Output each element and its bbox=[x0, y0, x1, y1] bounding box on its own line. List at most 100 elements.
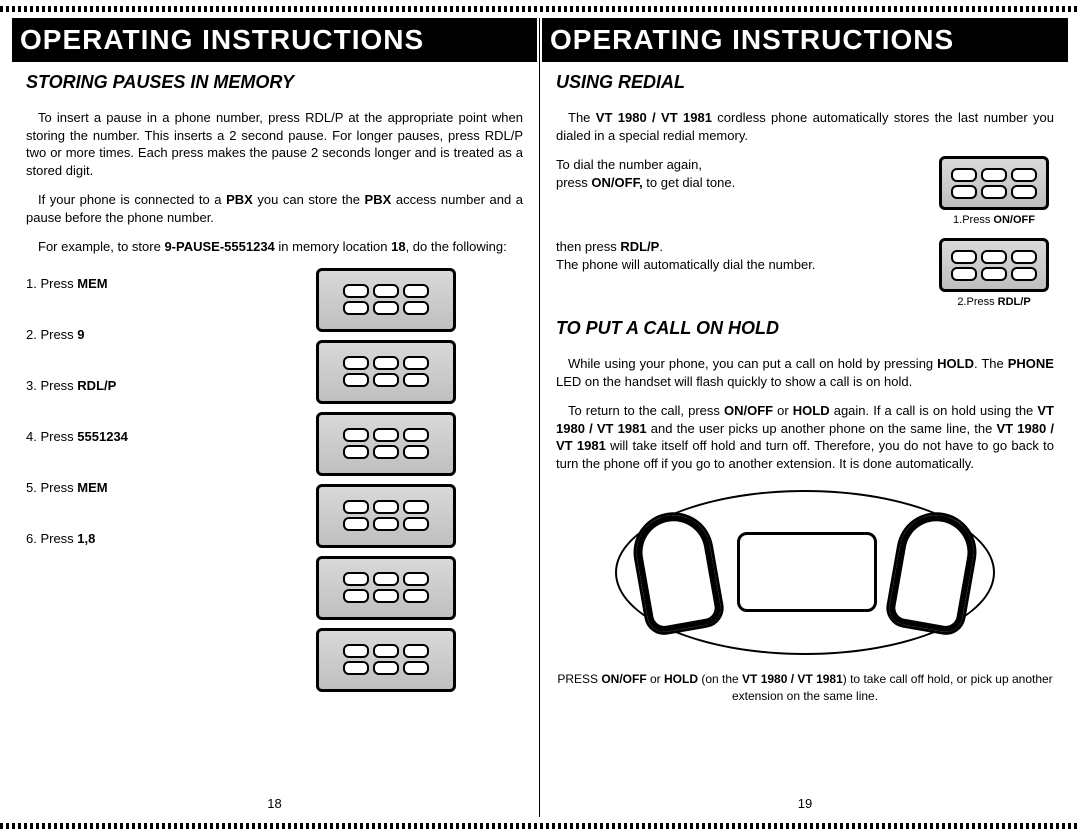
banner-right: OPERATING INSTRUCTIONS bbox=[542, 18, 1068, 62]
caption-2: 2.Press RDL/P bbox=[957, 296, 1030, 308]
banner-left: OPERATING INSTRUCTIONS bbox=[12, 18, 537, 62]
rdlp-key: RDL/P bbox=[998, 296, 1031, 308]
para-hold-1: While using your phone, you can put a ca… bbox=[556, 355, 1054, 390]
text: PRESS bbox=[557, 672, 601, 686]
keypad-illustration bbox=[316, 484, 456, 548]
step-4: 4. Press 5551234 bbox=[26, 429, 235, 444]
rdlp-key: RDL/P bbox=[620, 239, 659, 254]
step-3: 3. Press RDL/P bbox=[26, 378, 235, 393]
section-title-hold: TO PUT A CALL ON HOLD bbox=[556, 318, 1054, 339]
step-key: MEM bbox=[77, 480, 107, 495]
text: To return to the call, press bbox=[568, 403, 724, 418]
redial-step-2: then press RDL/P. The phone will automat… bbox=[556, 238, 1054, 308]
keypad-illustration bbox=[316, 412, 456, 476]
text: To dial the number again, bbox=[556, 156, 924, 174]
keypad-illustration bbox=[316, 556, 456, 620]
text: again. If a call is on hold using the bbox=[830, 403, 1038, 418]
text: While using your phone, you can put a ca… bbox=[568, 356, 937, 371]
text: or bbox=[773, 403, 793, 418]
right-page: OPERATING INSTRUCTIONS USING REDIAL The … bbox=[540, 18, 1070, 817]
para-redial-intro: The VT 1980 / VT 1981 cordless phone aut… bbox=[556, 109, 1054, 144]
step-pre: 1. Press bbox=[26, 276, 77, 291]
text: press ON/OFF, to get dial tone. bbox=[556, 174, 924, 192]
text: (on the bbox=[698, 672, 742, 686]
step-pre: 6. Press bbox=[26, 531, 77, 546]
onoff-key: ON/OFF bbox=[724, 403, 773, 418]
section-title-redial: USING REDIAL bbox=[556, 72, 1054, 93]
text: or bbox=[647, 672, 664, 686]
text: If your phone is connected to a bbox=[38, 192, 226, 207]
step-2: 2. Press 9 bbox=[26, 327, 235, 342]
text: 2.Press bbox=[957, 296, 997, 308]
keypad-illustration bbox=[939, 156, 1049, 210]
left-page: OPERATING INSTRUCTIONS STORING PAUSES IN… bbox=[10, 18, 540, 817]
text: The phone will automatically dial the nu… bbox=[556, 256, 924, 274]
step-key: 5551234 bbox=[77, 429, 128, 444]
redial-step-2-illus: 2.Press RDL/P bbox=[934, 238, 1054, 308]
handset-icon bbox=[627, 506, 727, 638]
text: . The bbox=[974, 356, 1008, 371]
hold-key: HOLD bbox=[793, 403, 830, 418]
redial-step-1-text: To dial the number again, press ON/OFF, … bbox=[556, 156, 924, 191]
text: then press bbox=[556, 239, 620, 254]
scan-border-top bbox=[0, 6, 1080, 12]
step-key: RDL/P bbox=[77, 378, 116, 393]
step-6: 6. Press 1,8 bbox=[26, 531, 235, 546]
model-label: VT 1980 / VT 1981 bbox=[596, 110, 712, 125]
text: . bbox=[659, 239, 663, 254]
para-hold-2: To return to the call, press ON/OFF or H… bbox=[556, 402, 1054, 472]
step-key: 1,8 bbox=[77, 531, 95, 546]
text: in memory location bbox=[275, 239, 391, 254]
para-pbx: If your phone is connected to a PBX you … bbox=[26, 191, 523, 226]
steps-block: 1. Press MEM 2. Press 9 3. Press RDL/P 4… bbox=[26, 268, 523, 692]
text: , do the following: bbox=[406, 239, 507, 254]
redial-step-1-illus: 1.Press ON/OFF bbox=[934, 156, 1054, 226]
keypad-illustration bbox=[316, 340, 456, 404]
step-key: 9 bbox=[77, 327, 84, 342]
redial-step-2-text: then press RDL/P. The phone will automat… bbox=[556, 238, 924, 273]
para-example: For example, to store 9-PAUSE-5551234 in… bbox=[26, 238, 523, 256]
caption-1: 1.Press ON/OFF bbox=[953, 214, 1035, 226]
text: to get dial tone. bbox=[643, 175, 736, 190]
phone-base-icon bbox=[737, 532, 877, 612]
text: For example, to store bbox=[38, 239, 164, 254]
section-title-storing: STORING PAUSES IN MEMORY bbox=[26, 72, 523, 93]
steps-illustration-column bbox=[249, 268, 523, 692]
pbx-label-2: PBX bbox=[365, 192, 392, 207]
text: will take itself off hold and turn off. … bbox=[556, 438, 1054, 471]
step-5: 5. Press MEM bbox=[26, 480, 235, 495]
step-1: 1. Press MEM bbox=[26, 276, 235, 291]
text: 1.Press bbox=[953, 214, 993, 226]
redial-step-1: To dial the number again, press ON/OFF, … bbox=[556, 156, 1054, 226]
scan-border-bottom bbox=[0, 823, 1080, 829]
text: The bbox=[568, 110, 596, 125]
page-number-right: 19 bbox=[798, 796, 812, 811]
handset-icon bbox=[883, 506, 983, 638]
text: press bbox=[556, 175, 591, 190]
phone-led-label: PHONE bbox=[1008, 356, 1054, 371]
hold-caption: PRESS ON/OFF or HOLD (on the VT 1980 / V… bbox=[556, 671, 1054, 703]
pbx-label: PBX bbox=[226, 192, 253, 207]
para-insert-pause: To insert a pause in a phone number, pre… bbox=[26, 109, 523, 179]
text: you can store the bbox=[253, 192, 365, 207]
page-number-left: 18 bbox=[267, 796, 281, 811]
onoff-key: ON/OFF bbox=[601, 672, 646, 686]
hold-illustration bbox=[615, 490, 995, 655]
text: then press RDL/P. bbox=[556, 238, 924, 256]
model-label: VT 1980 / VT 1981 bbox=[742, 672, 843, 686]
step-pre: 2. Press bbox=[26, 327, 77, 342]
page-spread: OPERATING INSTRUCTIONS STORING PAUSES IN… bbox=[0, 0, 1080, 835]
steps-text-column: 1. Press MEM 2. Press 9 3. Press RDL/P 4… bbox=[26, 268, 235, 692]
keypad-illustration bbox=[939, 238, 1049, 292]
step-pre: 4. Press bbox=[26, 429, 77, 444]
onoff-key: ON/OFF bbox=[993, 214, 1035, 226]
example-number: 9-PAUSE-5551234 bbox=[164, 239, 274, 254]
step-pre: 3. Press bbox=[26, 378, 77, 393]
onoff-key: ON/OFF, bbox=[591, 175, 642, 190]
text: LED on the handset will flash quickly to… bbox=[556, 374, 912, 389]
keypad-illustration bbox=[316, 268, 456, 332]
step-key: MEM bbox=[77, 276, 107, 291]
text: and the user picks up another phone on t… bbox=[647, 421, 997, 436]
example-location: 18 bbox=[391, 239, 405, 254]
hold-key: HOLD bbox=[937, 356, 974, 371]
